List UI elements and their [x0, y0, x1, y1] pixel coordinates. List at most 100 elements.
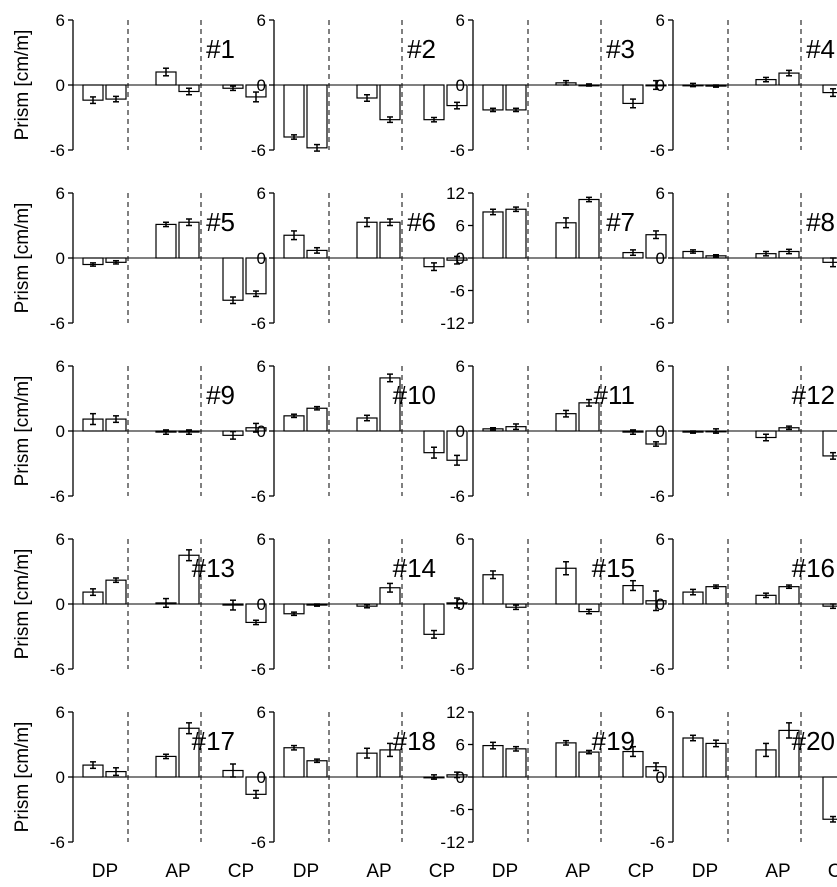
- y-tick-label: 0: [257, 422, 266, 441]
- bar: [283, 84, 305, 138]
- y-tick-label: 6: [56, 184, 65, 203]
- panel-label: #19: [592, 726, 635, 756]
- panel-label: #8: [806, 207, 835, 237]
- bar: [705, 586, 727, 605]
- y-tick-label: 6: [56, 703, 65, 722]
- y-tick-label: 0: [456, 768, 465, 787]
- y-tick-label: 12: [446, 184, 465, 203]
- bar: [423, 84, 445, 121]
- y-tick-label: -6: [450, 801, 465, 820]
- bar: [505, 84, 527, 111]
- y-tick-label: 0: [257, 76, 266, 95]
- y-tick-label: 6: [56, 530, 65, 549]
- y-tick-label: -6: [251, 833, 266, 852]
- chart-panel-4: 6 0 -6 #4: [650, 11, 837, 160]
- y-tick-label: -6: [50, 660, 65, 679]
- y-tick-label: 0: [656, 249, 665, 268]
- bar: [578, 198, 600, 259]
- y-tick-label: -12: [440, 833, 465, 852]
- panel-label: #10: [393, 380, 436, 410]
- y-tick-label: 12: [446, 703, 465, 722]
- chart-panel-1: 6 0 -6 #1 Prism [cm/m]: [12, 11, 267, 160]
- x-category-label: AP: [165, 861, 190, 882]
- y-tick-label: 0: [656, 595, 665, 614]
- panel-label: #3: [606, 34, 635, 64]
- y-tick-label: -6: [450, 660, 465, 679]
- bar: [306, 760, 328, 778]
- chart-panel-17: 6 0 -6 #17 Prism [cm/m] DP AP CP: [12, 703, 267, 882]
- y-tick-label: 6: [56, 357, 65, 376]
- chart-panel-12: 6 0 -6 #12: [650, 357, 837, 506]
- y-tick-label: 6: [257, 11, 266, 30]
- x-category-label: DP: [92, 861, 118, 882]
- y-tick-label: -6: [50, 833, 65, 852]
- panel-label: #6: [407, 207, 436, 237]
- bar: [306, 407, 328, 432]
- y-tick-label: -6: [450, 282, 465, 301]
- y-tick-label: 6: [656, 11, 665, 30]
- panel-label: #20: [792, 726, 835, 756]
- y-tick-label: -6: [650, 660, 665, 679]
- y-tick-label: 0: [56, 249, 65, 268]
- bar: [306, 84, 328, 149]
- bar: [155, 223, 177, 259]
- x-category-label: AP: [366, 861, 391, 882]
- y-tick-label: -6: [251, 660, 266, 679]
- y-axis-label: Prism [cm/m]: [12, 30, 33, 141]
- y-tick-label: -6: [50, 141, 65, 160]
- y-tick-label: 0: [456, 422, 465, 441]
- y-tick-label: 6: [257, 703, 266, 722]
- panel-label: #7: [606, 207, 635, 237]
- x-category-label: CP: [828, 861, 837, 882]
- y-tick-label: -12: [440, 314, 465, 333]
- bar: [222, 257, 244, 301]
- y-tick-label: 0: [56, 76, 65, 95]
- panel-label: #5: [206, 207, 235, 237]
- y-tick-label: -6: [50, 487, 65, 506]
- panel-label: #14: [393, 553, 436, 583]
- y-tick-label: -6: [251, 141, 266, 160]
- x-category-label: CP: [228, 861, 254, 882]
- y-tick-label: -6: [650, 833, 665, 852]
- y-tick-label: -6: [450, 141, 465, 160]
- y-tick-label: 0: [456, 249, 465, 268]
- chart-panel-18: 6 0 -6 #18 DP AP CP: [251, 703, 468, 882]
- chart-panel-13: 6 0 -6 #13 Prism [cm/m]: [12, 530, 267, 679]
- y-tick-label: 6: [56, 11, 65, 30]
- y-tick-label: 0: [656, 768, 665, 787]
- y-tick-label: 0: [257, 249, 266, 268]
- y-tick-label: 0: [56, 595, 65, 614]
- x-category-label: CP: [429, 861, 455, 882]
- y-tick-label: 0: [257, 768, 266, 787]
- chart-panel-5: 6 0 -6 #5 Prism [cm/m]: [12, 184, 267, 333]
- panel-label: #17: [192, 726, 235, 756]
- bar: [778, 586, 800, 605]
- bar: [356, 221, 378, 259]
- bar: [682, 737, 704, 778]
- y-axis-label: Prism [cm/m]: [12, 376, 33, 487]
- panel-label: #1: [206, 34, 235, 64]
- bar: [482, 211, 504, 259]
- y-axis-label: Prism [cm/m]: [12, 203, 33, 314]
- y-tick-label: -6: [50, 314, 65, 333]
- y-tick-label: 6: [456, 530, 465, 549]
- chart-panel-14: 6 0 -6 #14: [251, 530, 468, 679]
- y-tick-label: 0: [56, 768, 65, 787]
- y-tick-label: -6: [650, 141, 665, 160]
- bar: [283, 747, 305, 778]
- y-tick-label: 6: [456, 736, 465, 755]
- y-tick-label: 0: [257, 595, 266, 614]
- chart-panel-8: 6 0 -6 #8: [650, 184, 837, 333]
- y-tick-label: 0: [456, 76, 465, 95]
- y-tick-label: 6: [656, 184, 665, 203]
- y-tick-label: -6: [650, 314, 665, 333]
- x-category-label: AP: [565, 861, 590, 882]
- x-category-label: DP: [492, 861, 518, 882]
- chart-panel-7: 12 6 0 -6 -12 #7: [440, 184, 667, 333]
- panel-label: #18: [393, 726, 436, 756]
- x-category-label: AP: [765, 861, 790, 882]
- y-tick-label: 0: [456, 595, 465, 614]
- bar: [105, 579, 127, 605]
- y-tick-label: -6: [251, 487, 266, 506]
